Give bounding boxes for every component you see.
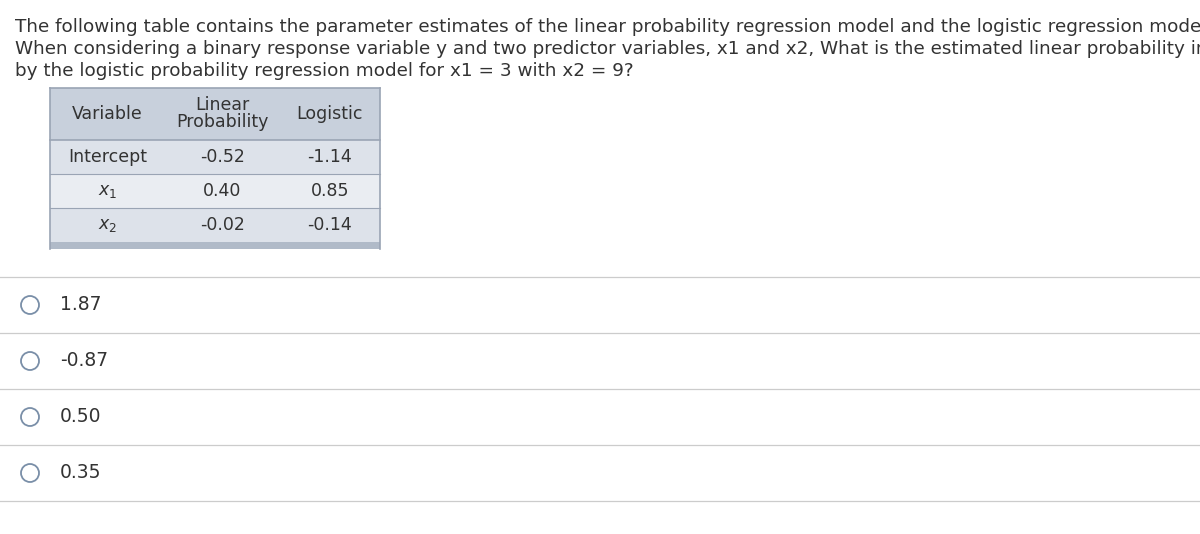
Bar [50,174,380,208]
Text: Probability: Probability [176,113,269,131]
Text: -0.52: -0.52 [200,148,245,166]
Text: 0.40: 0.40 [203,182,241,200]
Text: Logistic: Logistic [296,105,364,123]
Text: $x_1$: $x_1$ [98,182,118,200]
Text: 0.50: 0.50 [60,407,102,427]
Text: The following table contains the parameter estimates of the linear probability r: The following table contains the paramet… [14,18,1200,36]
Text: -0.02: -0.02 [200,216,245,234]
Text: 0.85: 0.85 [311,182,349,200]
Text: 1.87: 1.87 [60,295,102,315]
Text: -1.14: -1.14 [307,148,353,166]
Bar [50,88,380,140]
Text: by the logistic probability regression model for x1 = 3 with x2 = 9?: by the logistic probability regression m… [14,62,634,80]
Text: $x_2$: $x_2$ [98,216,118,234]
Text: Linear: Linear [196,96,250,114]
Text: -0.14: -0.14 [307,216,353,234]
Bar [50,208,380,242]
Bar [50,242,380,249]
Text: -0.87: -0.87 [60,351,108,371]
Text: When considering a binary response variable y and two predictor variables, x1 an: When considering a binary response varia… [14,40,1200,58]
Bar [50,140,380,174]
Text: Variable: Variable [72,105,143,123]
Text: Intercept: Intercept [68,148,148,166]
Text: 0.35: 0.35 [60,464,102,483]
